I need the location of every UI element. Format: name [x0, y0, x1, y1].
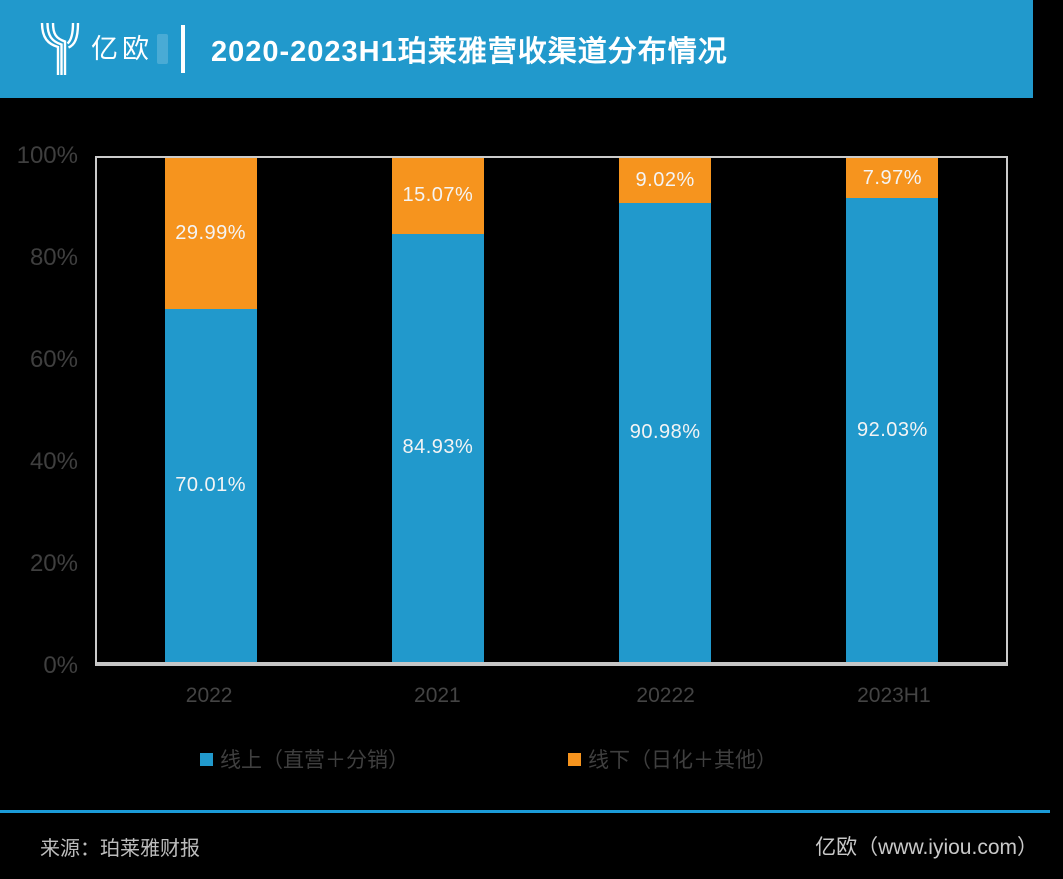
x-axis-label: 2021: [414, 684, 461, 707]
y-axis-label: 100%: [16, 142, 78, 169]
header: 亿欧 2020-2023H1珀莱雅营收渠道分布情况: [0, 0, 1033, 98]
logo-wordmark: 亿欧: [91, 33, 153, 64]
bar-segment: 84.93%: [391, 233, 484, 662]
legend-item-online: 线上（直营＋分销）: [200, 748, 409, 772]
bar-value-label: 84.93%: [402, 436, 474, 459]
bar-value-label: 70.01%: [175, 474, 247, 497]
bar-segment: 9.02%: [619, 158, 712, 204]
bar-value-label: 90.98%: [629, 421, 701, 444]
bar-segment: 29.99%: [164, 158, 257, 310]
legend-label-online: 线上（直营＋分销）: [220, 749, 409, 772]
bar-column: 7.97% 92.03%: [779, 158, 1006, 662]
chart-title: 2020-2023H1珀莱雅营收渠道分布情况: [211, 36, 728, 68]
logo-faint-glyph: [157, 34, 168, 64]
x-axis-label: 2023H1: [857, 684, 931, 707]
bar-segment: 92.03%: [846, 198, 939, 662]
bar-segment: 7.97%: [846, 158, 939, 199]
x-axis-label: 20222: [636, 684, 695, 707]
stacked-bar: 15.07% 84.93%: [391, 158, 484, 662]
y-axis-label: 60%: [29, 346, 78, 373]
stacked-bar: 7.97% 92.03%: [846, 158, 939, 662]
plot-area: 29.99% 70.01% 15.07% 84.93% 9.02% 90.98% 7.97%…: [95, 156, 1008, 666]
bar-value-label: 29.99%: [175, 222, 247, 245]
bar-column: 15.07% 84.93%: [324, 158, 551, 662]
bar-value-label: 15.07%: [402, 184, 474, 207]
y-axis-label: 80%: [29, 244, 78, 271]
bar-column: 9.02% 90.98%: [552, 158, 779, 662]
header-divider: [181, 25, 185, 73]
y-axis-label: 0%: [43, 652, 78, 679]
x-axis: 2022 2021 20222 2023H1: [95, 684, 1008, 708]
bar-column: 29.99% 70.01%: [97, 158, 324, 662]
y-axis-label: 20%: [29, 550, 78, 577]
bar-segment: 15.07%: [391, 158, 484, 234]
iyiou-logo-icon: [40, 22, 80, 75]
footer-divider: [0, 810, 1050, 813]
source-text: 来源：珀莱雅财报: [40, 838, 200, 860]
y-axis: 0% 20% 40% 60% 80% 100%: [0, 143, 78, 679]
bar-value-label: 92.03%: [856, 418, 928, 441]
credit-text: 亿欧（www.iyiou.com）: [815, 836, 1038, 859]
legend-item-offline: 线下（日化＋其他）: [568, 748, 777, 772]
legend-label-offline: 线下（日化＋其他）: [588, 749, 777, 772]
stacked-bar: 29.99% 70.01%: [164, 158, 257, 662]
stacked-bar: 9.02% 90.98%: [619, 158, 712, 662]
bar-value-label: 9.02%: [635, 169, 695, 192]
legend-swatch-offline: [568, 752, 581, 766]
y-axis-label: 40%: [29, 448, 78, 475]
bar-value-label: 7.97%: [862, 166, 922, 189]
legend-swatch-online: [200, 752, 213, 766]
bar-segment: 70.01%: [164, 309, 257, 662]
bar-segment: 90.98%: [619, 203, 712, 662]
x-axis-label: 2022: [185, 684, 233, 707]
